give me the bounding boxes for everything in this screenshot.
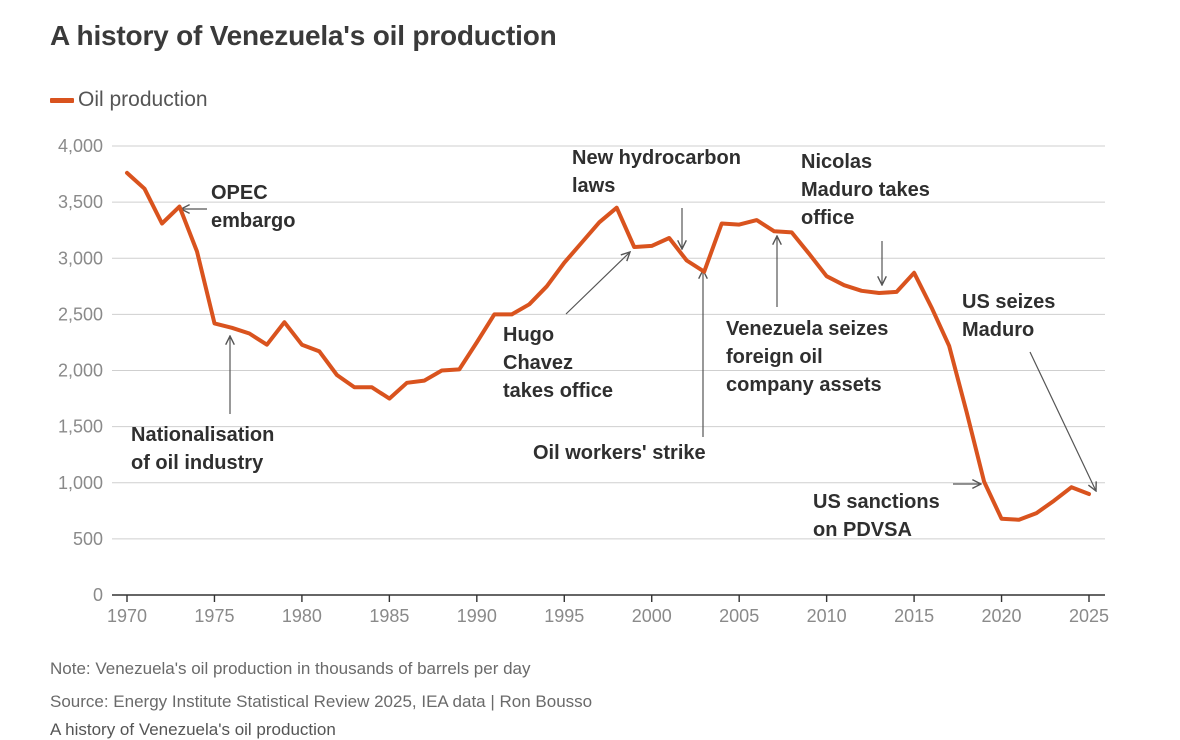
- annotation-arrow: [1029, 351, 1096, 491]
- annotation-text: of oil industry: [131, 452, 264, 474]
- annotation-sanctions: US sanctions on PDVSA: [813, 484, 981, 541]
- annotation-text: US seizes: [962, 291, 1055, 313]
- chart-source: Source: Energy Institute Statistical Rev…: [50, 692, 593, 711]
- x-tick-label: 1995: [544, 606, 584, 626]
- annotation-text: US sanctions: [813, 491, 940, 513]
- annotation-nationalisation: Nationalisation of oil industry: [131, 336, 274, 474]
- annotation-text: Venezuela seizes: [726, 318, 888, 340]
- annotation-arrow: [565, 252, 630, 315]
- x-tick-label: 2000: [632, 606, 672, 626]
- chart-title: A history of Venezuela's oil production: [50, 20, 557, 51]
- x-tick-label: 1975: [194, 606, 234, 626]
- annotation-text: Maduro takes: [801, 179, 930, 201]
- y-tick-label: 3,500: [58, 192, 103, 212]
- series: [125, 170, 1091, 522]
- annotation-text: on PDVSA: [813, 519, 912, 541]
- axes: 0 500 1,000 1,500 2,000 2,500 3,000 3,500 4,000 1…: [58, 136, 1109, 626]
- annotation-text: office: [801, 207, 854, 229]
- x-tick-label: 1970: [107, 606, 147, 626]
- x-tick-label: 1985: [369, 606, 409, 626]
- annotation-seizes: Venezuela seizes foreign oil company asset…: [726, 236, 888, 396]
- annotation-hydrocarbon: New hydrocarbon laws: [572, 147, 741, 249]
- line-chart: 0 500 1,000 1,500 2,000 2,500 3,000 3,500 4,000 1…: [58, 136, 1109, 626]
- annotation-text: New hydrocarbon: [572, 147, 741, 169]
- annotation-text: embargo: [211, 210, 295, 232]
- annotation-text: Oil workers' strike: [533, 442, 706, 464]
- annotation-maduro-office: Nicolas Maduro takes office: [801, 151, 930, 285]
- y-tick-label: 2,500: [58, 304, 103, 324]
- x-tick-label: 1990: [457, 606, 497, 626]
- x-tick-label: 2010: [807, 606, 847, 626]
- legend-label: Oil production: [78, 88, 208, 111]
- annotation-chavez: Hugo Chavez takes office: [503, 252, 630, 402]
- y-tick-label: 500: [73, 529, 103, 549]
- annotation-opec: OPEC embargo: [181, 182, 295, 232]
- annotation-us-seizes: US seizes Maduro: [962, 291, 1096, 491]
- y-tick-label: 1,000: [58, 473, 103, 493]
- annotation-text: Nationalisation: [131, 424, 274, 446]
- annotation-text: Nicolas: [801, 151, 872, 173]
- annotation-text: takes office: [503, 380, 613, 402]
- y-tick-label: 1,500: [58, 417, 103, 437]
- x-tick-label: 2020: [982, 606, 1022, 626]
- annotation-text: foreign oil: [726, 346, 823, 368]
- chart-note: Note: Venezuela's oil production in thou…: [50, 659, 531, 678]
- series-line-oil-production: [125, 170, 1091, 522]
- annotation-text: Hugo: [503, 324, 554, 346]
- y-tick-label: 4,000: [58, 136, 103, 156]
- annotation-text: OPEC: [211, 182, 268, 204]
- x-tick-label: 1980: [282, 606, 322, 626]
- annotation-text: Chavez: [503, 352, 573, 374]
- gridlines: [112, 145, 1105, 596]
- annotation-text: laws: [572, 175, 615, 197]
- y-tick-label: 3,000: [58, 248, 103, 268]
- x-tick-label: 2005: [719, 606, 759, 626]
- chart-caption: A history of Venezuela's oil production: [50, 720, 336, 739]
- annotation-text: company assets: [726, 374, 882, 396]
- y-tick-label: 2,000: [58, 361, 103, 381]
- y-tick-label: 0: [93, 585, 103, 605]
- legend-swatch: [50, 97, 74, 103]
- annotation-strike: Oil workers' strike: [533, 270, 706, 464]
- x-tick-label: 2015: [894, 606, 934, 626]
- annotations: OPEC embargo Nationalisation of oil industr…: [131, 147, 1096, 541]
- legend: Oil production: [50, 88, 208, 112]
- x-tick-label: 2025: [1069, 606, 1109, 626]
- annotation-text: Maduro: [962, 319, 1034, 341]
